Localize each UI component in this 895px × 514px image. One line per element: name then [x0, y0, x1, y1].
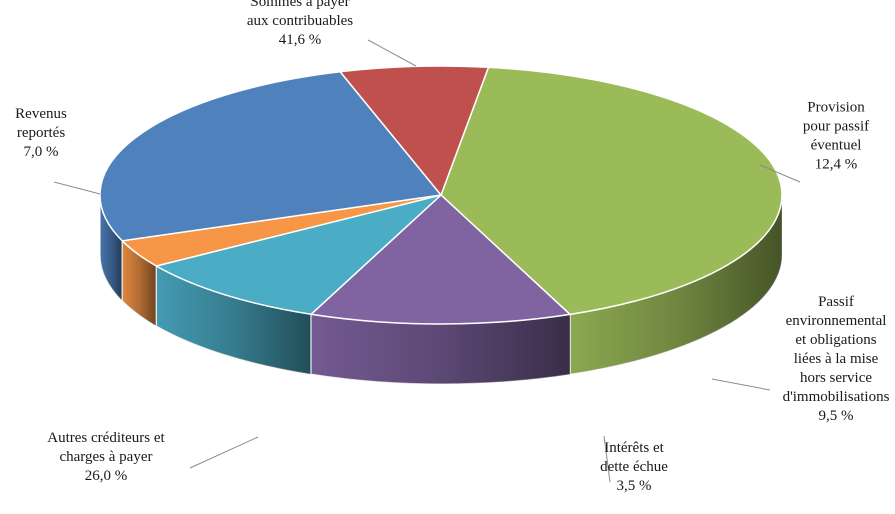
slice-side-shade [570, 195, 782, 375]
leader-line [603, 435, 611, 483]
leader-line [759, 164, 801, 183]
slice-label-line: dette échue [600, 459, 668, 475]
slice-label-line: hors service [800, 370, 872, 386]
slice-value-label: 41,6 % [279, 32, 322, 48]
leader-line [53, 181, 101, 195]
slice-value-label: 26,0 % [85, 468, 128, 484]
slice-label: Provision pour passif éventuel 12,4 % [803, 100, 869, 173]
slice-label-line: environnemental [786, 313, 887, 329]
slice-label-line: Intérêts et [604, 440, 664, 456]
leader-line [367, 39, 417, 67]
slice-labels: Sommes à payer aux contribuables 41,6 % Pro… [15, 0, 889, 494]
slice-label: Sommes à payer aux contribuables 41,6 % [247, 0, 353, 48]
pie-slice [99, 71, 442, 242]
slice-label-line: Revenus [15, 106, 67, 122]
slice-value-label: 7,0 % [24, 144, 59, 160]
slice-label-line: pour passif [803, 119, 869, 135]
slice-label-line: reportés [17, 125, 65, 141]
slice-label-line: liées à la mise [794, 351, 879, 367]
slice-label-line: d'immobilisations [783, 389, 890, 405]
pie-slice [339, 65, 490, 196]
pie-slice [440, 66, 783, 316]
slice-label-line: Autres créditeurs et [47, 430, 165, 446]
leader-line [189, 436, 259, 469]
slice-side-shade [100, 195, 123, 301]
slice-label-line: Sommes à payer [250, 0, 349, 10]
leader-line [711, 378, 771, 391]
leader-lines [53, 39, 801, 483]
slice-label: Intérêts et dette échue 3,5 % [600, 440, 668, 494]
slice-label-line: aux contribuables [247, 13, 353, 29]
slice-label: Autres créditeurs et charges à payer 26,0 … [47, 430, 165, 484]
slice-value-label: 9,5 % [819, 408, 854, 424]
slice-side-shade [122, 240, 157, 327]
slice-value-label: 3,5 % [617, 478, 652, 494]
slice-label-line: et obligations [795, 332, 876, 348]
pie-sides [99, 194, 783, 385]
slice-label-line: Provision [807, 100, 865, 116]
slice-value-label: 12,4 % [815, 157, 858, 173]
slice-label: Revenus reportés 7,0 % [15, 106, 67, 160]
slice-label-line: charges à payer [59, 449, 152, 465]
pie-slice [155, 194, 442, 316]
slice-label-line: Passif [818, 294, 854, 310]
slice-side-shade [311, 314, 571, 385]
pie-slice [310, 194, 571, 325]
slice-side-shade [156, 266, 312, 375]
slice-label: Passif environnemental et obligations liées… [783, 294, 890, 424]
pie-tops [99, 65, 783, 325]
slice-label-line: éventuel [811, 138, 862, 154]
